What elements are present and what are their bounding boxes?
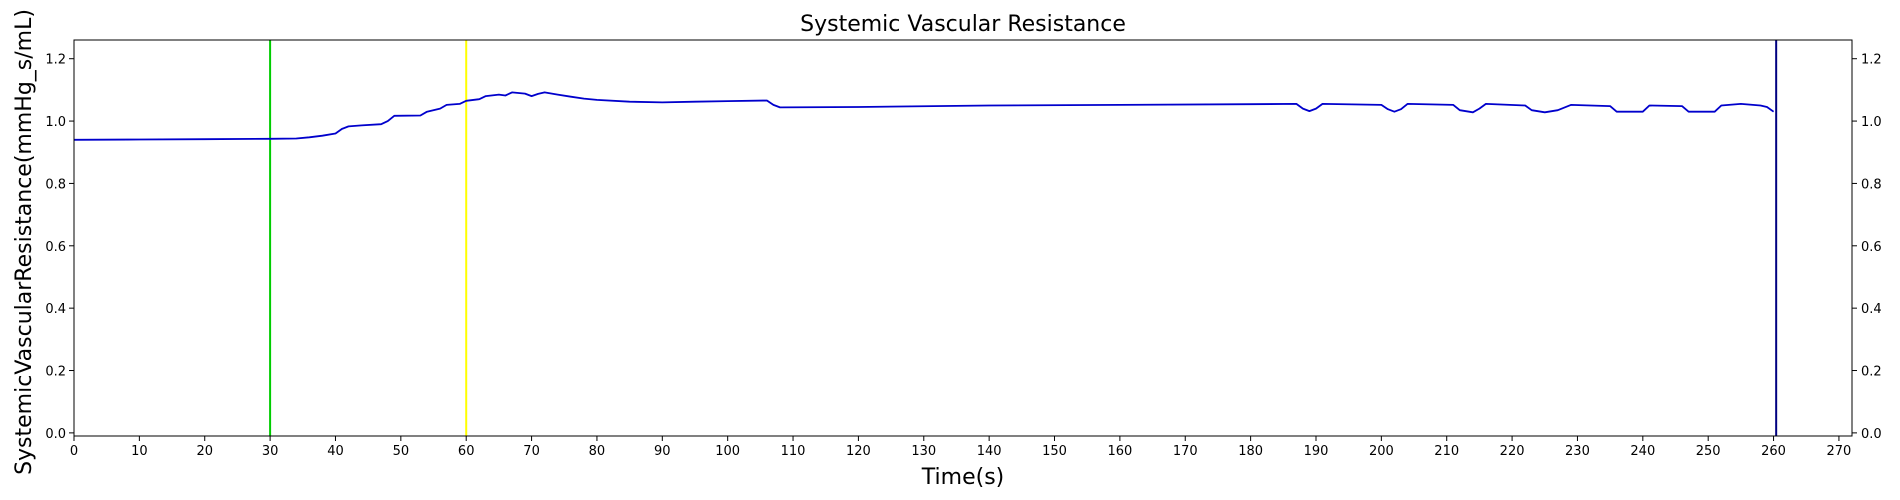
x-tick-label: 140 (977, 444, 1002, 459)
x-tick-label: 130 (911, 444, 936, 459)
y-tick-label-right: 1.0 (1861, 115, 1882, 130)
x-tick-label: 190 (1304, 444, 1329, 459)
y-tick-label: 1.2 (45, 53, 66, 68)
y-tick-label-right: 0.0 (1861, 427, 1882, 442)
x-tick-label: 250 (1696, 444, 1721, 459)
plot-frame (73, 39, 1853, 437)
plot-area: 0 10 20 30 40 50 60 70 80 90 100 110 120 130 140 150 160… (45, 39, 1882, 459)
y-tick-label-right: 0.4 (1861, 302, 1882, 317)
x-tick-label: 60 (458, 444, 475, 459)
x-tick-label: 170 (1173, 444, 1198, 459)
y-tick-label-right: 1.2 (1861, 53, 1882, 68)
y-tick-label: 0.8 (45, 177, 66, 192)
y-tick-label: 0.0 (45, 427, 66, 442)
x-tick-label: 240 (1630, 444, 1655, 459)
x-tick-label: 20 (196, 444, 213, 459)
y-tick-label: 0.2 (45, 365, 66, 380)
x-tick-label: 10 (131, 444, 148, 459)
x-tick-label: 70 (523, 444, 540, 459)
x-tick-label: 260 (1761, 444, 1786, 459)
x-axis-label: Time(s) (921, 465, 1004, 490)
x-tick-label: 230 (1565, 444, 1590, 459)
x-tick-label: 220 (1500, 444, 1525, 459)
chart-title: Systemic Vascular Resistance (800, 12, 1126, 37)
x-tick-label: 120 (846, 444, 871, 459)
y-tick-label-right: 0.6 (1861, 240, 1882, 255)
x-tick-label: 30 (262, 444, 279, 459)
x-tick-label: 80 (589, 444, 606, 459)
x-tick-label: 50 (393, 444, 410, 459)
y-tick-label: 0.4 (45, 302, 66, 317)
x-tick-label: 270 (1827, 444, 1852, 459)
y-axis-label: SystemicVascularResistance(mmHg_s/mL) (12, 9, 37, 475)
y-tick-label-right: 0.2 (1861, 365, 1882, 380)
x-tick-label: 180 (1238, 444, 1263, 459)
x-tick-label: 110 (781, 444, 806, 459)
y-tick-label: 0.6 (45, 240, 66, 255)
x-tick-label: 40 (327, 444, 344, 459)
x-tick-label: 100 (715, 444, 740, 459)
series-line (73, 91, 1775, 141)
y-tick-label-right: 0.8 (1861, 177, 1882, 192)
x-tick-label: 90 (654, 444, 671, 459)
x-tick-label: 0 (70, 444, 78, 459)
x-tick-label: 160 (1107, 444, 1132, 459)
y-tick-label: 1.0 (45, 115, 66, 130)
x-tick-label: 210 (1434, 444, 1459, 459)
x-tick-label: 200 (1369, 444, 1394, 459)
x-tick-label: 150 (1042, 444, 1067, 459)
